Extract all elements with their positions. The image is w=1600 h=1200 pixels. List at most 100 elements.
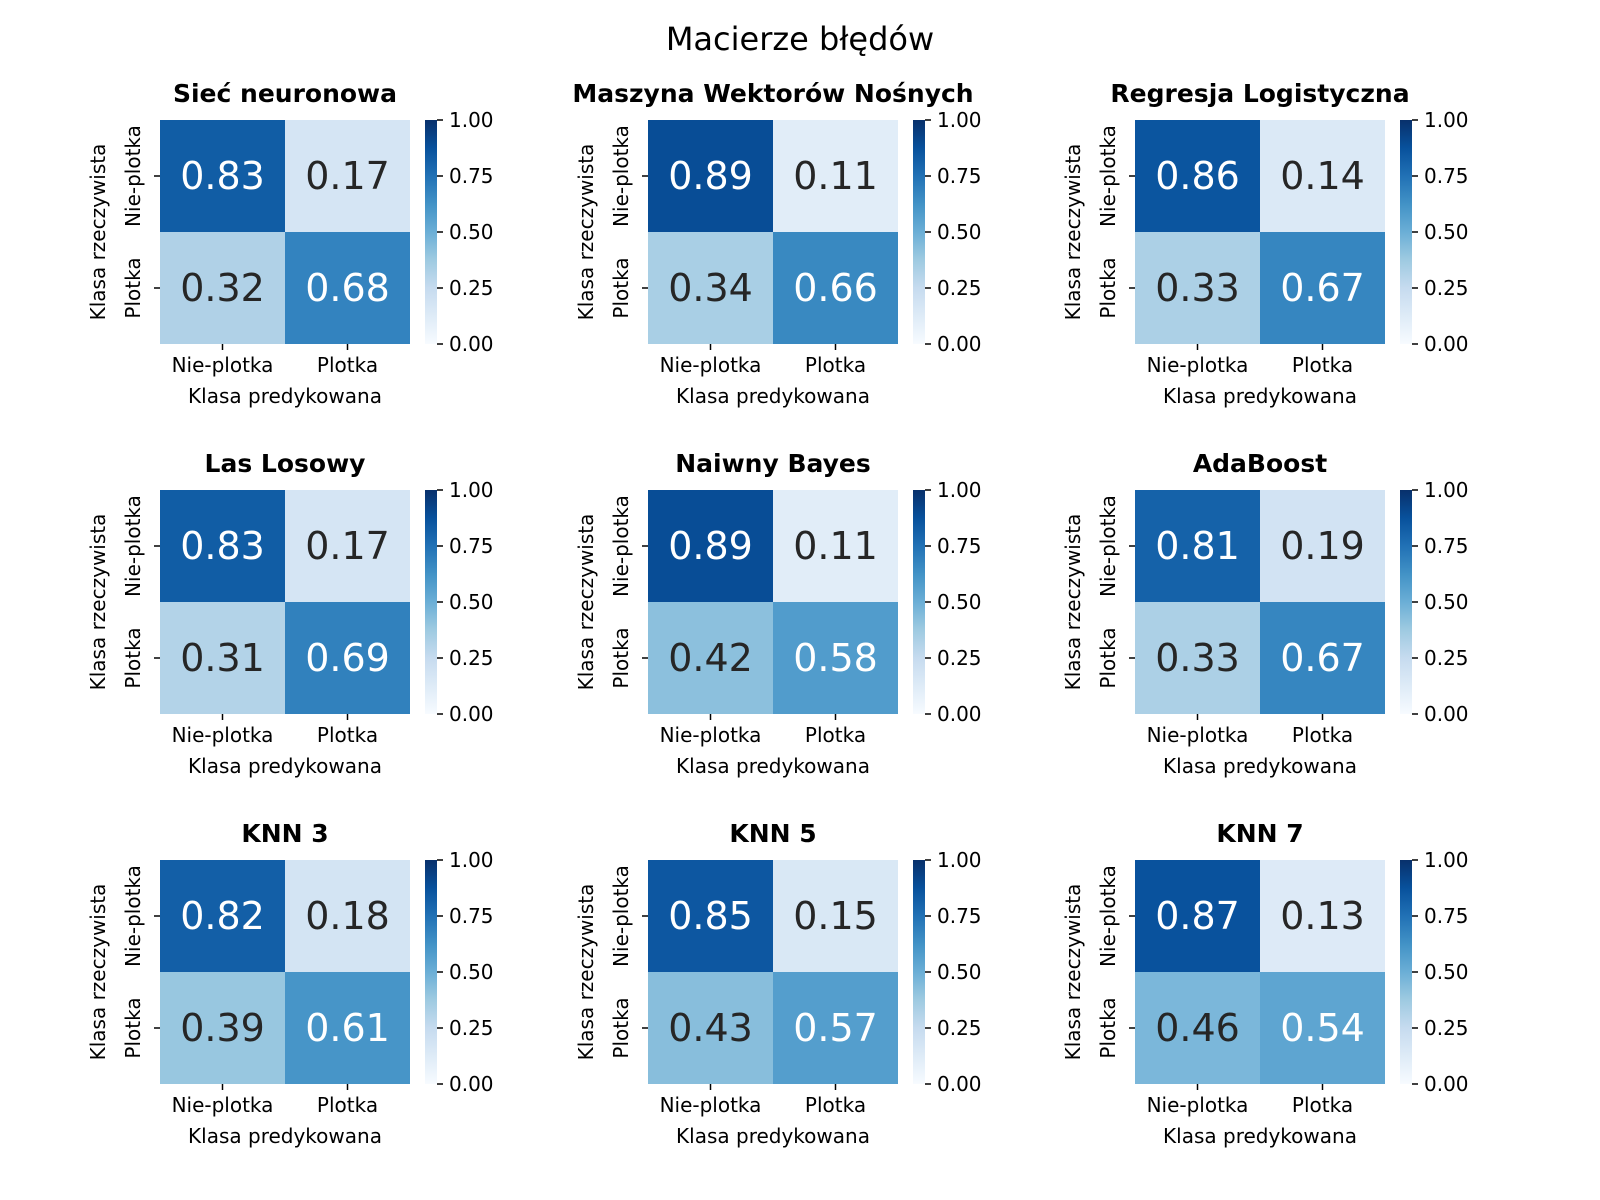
heatmap-cell bbox=[1260, 120, 1385, 232]
heatmap-cell bbox=[648, 120, 773, 232]
colorbar-tick-label: 0.50 bbox=[1424, 220, 1469, 244]
heatmap-panel-1: Sieć neuronowa 0.83 0.17 0.32 0.68 Nie-plotka… bbox=[86, 79, 494, 408]
y-axis-label: Klasa rzeczywista bbox=[574, 884, 598, 1061]
cell-value-label: 0.43 bbox=[668, 1006, 753, 1050]
cell-value-label: 0.66 bbox=[793, 266, 878, 310]
colorbar bbox=[913, 490, 925, 714]
cell-value-label: 0.42 bbox=[668, 636, 753, 680]
colorbar-tick-label: 0.75 bbox=[1424, 534, 1469, 558]
cell-value-label: 0.31 bbox=[180, 636, 265, 680]
colorbar bbox=[1400, 490, 1412, 714]
cell-value-label: 0.61 bbox=[305, 1006, 390, 1050]
y-tick-label: Nie-plotka bbox=[121, 865, 145, 967]
colorbar bbox=[913, 120, 925, 344]
heatmap-cell bbox=[1260, 860, 1385, 972]
panel-title: Las Losowy bbox=[205, 449, 366, 478]
colorbar-tick-label: 0.25 bbox=[937, 1016, 982, 1040]
x-tick-label: Nie-plotka bbox=[172, 723, 274, 747]
y-tick-label: Nie-plotka bbox=[1096, 125, 1120, 227]
cell-value-label: 0.11 bbox=[793, 154, 878, 198]
colorbar-tick-label: 0.00 bbox=[449, 1072, 494, 1096]
cell-value-label: 0.85 bbox=[668, 894, 753, 938]
heatmap-cell bbox=[160, 232, 285, 344]
x-tick-label: Nie-plotka bbox=[1147, 353, 1249, 377]
y-tick-label: Nie-plotka bbox=[1096, 495, 1120, 597]
heatmap-cell bbox=[1260, 972, 1385, 1084]
cell-value-label: 0.89 bbox=[668, 524, 753, 568]
colorbar-tick-label: 1.00 bbox=[1424, 848, 1469, 872]
x-tick-label: Plotka bbox=[805, 723, 866, 747]
colorbar-tick-label: 0.00 bbox=[1424, 1072, 1469, 1096]
x-tick-label: Plotka bbox=[805, 1093, 866, 1117]
colorbar-tick-label: 0.50 bbox=[449, 960, 494, 984]
colorbar-tick-label: 1.00 bbox=[1424, 478, 1469, 502]
heatmap-cell bbox=[648, 860, 773, 972]
x-axis-label: Klasa predykowana bbox=[1163, 384, 1357, 408]
heatmap-cell bbox=[1260, 232, 1385, 344]
x-axis-label: Klasa predykowana bbox=[676, 384, 870, 408]
colorbar-tick-label: 0.75 bbox=[449, 904, 494, 928]
x-axis-label: Klasa predykowana bbox=[188, 384, 382, 408]
colorbar-tick-label: 0.50 bbox=[1424, 590, 1469, 614]
y-tick-label: Nie-plotka bbox=[609, 865, 633, 967]
panel-title: KNN 7 bbox=[1216, 819, 1303, 848]
colorbar-tick-label: 0.00 bbox=[1424, 702, 1469, 726]
colorbar bbox=[1400, 860, 1412, 1084]
cell-value-label: 0.11 bbox=[793, 524, 878, 568]
cell-value-label: 0.86 bbox=[1155, 154, 1240, 198]
y-tick-label: Plotka bbox=[609, 997, 633, 1058]
x-tick-label: Plotka bbox=[805, 353, 866, 377]
cell-value-label: 0.81 bbox=[1155, 524, 1240, 568]
cell-value-label: 0.54 bbox=[1280, 1006, 1365, 1050]
colorbar-tick-label: 0.25 bbox=[1424, 1016, 1469, 1040]
heatmap-cell bbox=[773, 120, 898, 232]
heatmap-panel-5: Naiwny Bayes 0.89 0.11 0.42 0.58 Nie-plotka Pl… bbox=[574, 449, 982, 778]
cell-value-label: 0.15 bbox=[793, 894, 878, 938]
x-tick-label: Nie-plotka bbox=[660, 723, 762, 747]
cell-value-label: 0.82 bbox=[180, 894, 265, 938]
cell-value-label: 0.58 bbox=[793, 636, 878, 680]
heatmap-cell bbox=[648, 490, 773, 602]
y-tick-label: Plotka bbox=[609, 257, 633, 318]
x-axis-label: Klasa predykowana bbox=[676, 1124, 870, 1148]
heatmap-cell bbox=[160, 860, 285, 972]
x-tick-label: Nie-plotka bbox=[660, 1093, 762, 1117]
colorbar bbox=[1400, 120, 1412, 344]
colorbar-tick-label: 1.00 bbox=[449, 478, 494, 502]
heatmap-panel-2: Maszyna Wektorów Nośnych 0.89 0.11 0.34 0.66… bbox=[572, 79, 981, 408]
cell-value-label: 0.14 bbox=[1280, 154, 1365, 198]
figure-title: Macierze błędów bbox=[666, 20, 934, 58]
heatmap-cell bbox=[648, 972, 773, 1084]
colorbar-tick-label: 0.50 bbox=[449, 590, 494, 614]
colorbar-tick-label: 0.50 bbox=[1424, 960, 1469, 984]
x-tick-label: Nie-plotka bbox=[1147, 1093, 1249, 1117]
x-axis-label: Klasa predykowana bbox=[188, 754, 382, 778]
x-tick-label: Plotka bbox=[1292, 353, 1353, 377]
cell-value-label: 0.13 bbox=[1280, 894, 1365, 938]
cell-value-label: 0.18 bbox=[305, 894, 390, 938]
heatmap-cell bbox=[285, 232, 410, 344]
x-tick-label: Plotka bbox=[317, 353, 378, 377]
colorbar-tick-label: 0.75 bbox=[937, 904, 982, 928]
colorbar-tick-label: 1.00 bbox=[937, 478, 982, 502]
x-tick-label: Nie-plotka bbox=[172, 1093, 274, 1117]
y-tick-label: Plotka bbox=[1096, 257, 1120, 318]
x-axis-label: Klasa predykowana bbox=[1163, 754, 1357, 778]
colorbar-tick-label: 0.50 bbox=[937, 590, 982, 614]
cell-value-label: 0.17 bbox=[305, 154, 390, 198]
y-tick-label: Plotka bbox=[1096, 997, 1120, 1058]
colorbar-tick-label: 0.50 bbox=[449, 220, 494, 244]
colorbar-tick-label: 0.25 bbox=[449, 646, 494, 670]
x-tick-label: Plotka bbox=[1292, 723, 1353, 747]
x-axis-label: Klasa predykowana bbox=[1163, 1124, 1357, 1148]
heatmap-cell bbox=[773, 972, 898, 1084]
heatmap-cell bbox=[1135, 860, 1260, 972]
panels-group: Sieć neuronowa 0.83 0.17 0.32 0.68 Nie-plotka… bbox=[86, 79, 1469, 1148]
cell-value-label: 0.83 bbox=[180, 154, 265, 198]
colorbar-tick-label: 0.25 bbox=[1424, 276, 1469, 300]
y-axis-label: Klasa rzeczywista bbox=[574, 144, 598, 321]
cell-value-label: 0.34 bbox=[668, 266, 753, 310]
y-tick-label: Nie-plotka bbox=[609, 495, 633, 597]
x-tick-label: Nie-plotka bbox=[172, 353, 274, 377]
colorbar-tick-label: 0.75 bbox=[1424, 904, 1469, 928]
